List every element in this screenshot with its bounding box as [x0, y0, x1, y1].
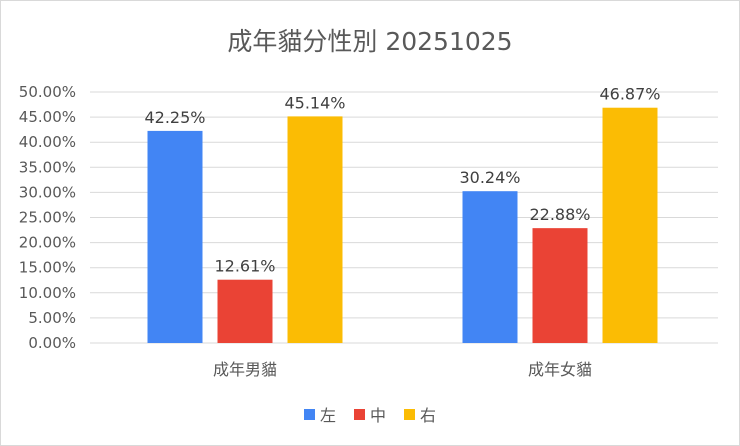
y-tick-label: 45.00% — [19, 108, 76, 126]
y-tick-label: 40.00% — [19, 133, 76, 151]
y-tick-label: 5.00% — [28, 309, 76, 327]
data-label: 12.61% — [214, 257, 275, 276]
y-tick-label: 35.00% — [19, 158, 76, 176]
y-tick-label: 20.00% — [19, 234, 76, 252]
bar-左-1 — [462, 191, 518, 343]
y-tick-label: 10.00% — [19, 284, 76, 302]
legend-swatch — [353, 408, 365, 420]
y-tick-label: 25.00% — [19, 209, 76, 227]
y-tick-label: 0.00% — [28, 334, 76, 352]
legend-item: 中 — [353, 402, 386, 426]
data-label: 22.88% — [529, 205, 590, 224]
legend-swatch — [404, 408, 415, 420]
data-label: 42.25% — [144, 108, 205, 127]
legend-item: 右 — [404, 402, 436, 426]
y-tick-label: 50.00% — [19, 83, 76, 101]
bar-右-0 — [287, 116, 343, 343]
legend-label: 中 — [369, 406, 386, 425]
data-label: 30.24% — [459, 168, 520, 187]
x-category-label: 成年男貓 — [213, 360, 277, 379]
chart-title: 成年貓分性別 20251025 — [227, 27, 513, 56]
bar-左-0 — [147, 130, 203, 343]
bar-右-1 — [602, 107, 658, 343]
chart-legend: 左中右 — [0, 402, 740, 426]
y-tick-label: 30.00% — [19, 183, 76, 201]
bar-中-0 — [217, 279, 273, 343]
legend-item: 左 — [303, 402, 336, 426]
y-tick-label: 15.00% — [19, 259, 76, 277]
data-label: 46.87% — [599, 85, 660, 104]
legend-label: 右 — [420, 406, 437, 425]
legend-swatch — [303, 408, 315, 420]
bar-中-1 — [532, 228, 588, 343]
legend-label: 左 — [319, 406, 336, 425]
x-category-label: 成年女貓 — [528, 360, 592, 379]
data-label: 45.14% — [284, 93, 345, 112]
